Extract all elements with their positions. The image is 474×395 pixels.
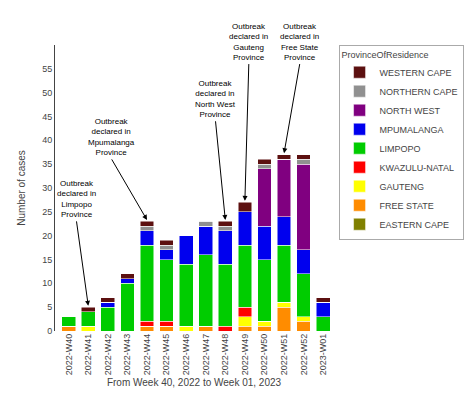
svg-text:2022-W44: 2022-W44 — [142, 334, 152, 376]
svg-text:50: 50 — [42, 88, 52, 98]
svg-text:2022-W52: 2022-W52 — [299, 334, 309, 376]
svg-text:Number of cases: Number of cases — [16, 150, 27, 226]
svg-text:25: 25 — [42, 207, 52, 217]
svg-text:Outbreakdeclared inFree StateP: Outbreakdeclared inFree StateProvince — [280, 22, 319, 62]
svg-text:From Week 40, 2022 to Week 01,: From Week 40, 2022 to Week 01, 2023 — [107, 377, 282, 388]
svg-text:45: 45 — [42, 112, 52, 122]
svg-text:WESTERN CAPE: WESTERN CAPE — [380, 68, 452, 78]
svg-text:ProvinceOfResidence: ProvinceOfResidence — [342, 50, 429, 60]
svg-text:35: 35 — [42, 159, 52, 169]
svg-text:55: 55 — [42, 64, 52, 74]
svg-text:Outbreakdeclared inGautengProv: Outbreakdeclared inGautengProvince — [229, 22, 268, 62]
svg-text:2022-W45: 2022-W45 — [161, 334, 171, 376]
svg-text:5: 5 — [47, 302, 52, 312]
svg-text:2022-W40: 2022-W40 — [64, 334, 74, 376]
svg-text:MPUMALANGA: MPUMALANGA — [380, 125, 444, 135]
svg-text:30: 30 — [42, 183, 52, 193]
svg-text:2022-W43: 2022-W43 — [122, 334, 132, 376]
svg-text:15: 15 — [42, 255, 52, 265]
svg-text:EASTERN CAPE: EASTERN CAPE — [380, 220, 450, 230]
svg-text:NORTH WEST: NORTH WEST — [380, 106, 441, 116]
svg-text:2022-W41: 2022-W41 — [83, 334, 93, 376]
svg-text:GAUTENG: GAUTENG — [380, 182, 425, 192]
svg-text:2022-W47: 2022-W47 — [201, 334, 211, 376]
svg-text:0: 0 — [47, 326, 52, 336]
svg-text:2022-W51: 2022-W51 — [279, 334, 289, 376]
svg-text:2022-W48: 2022-W48 — [220, 334, 230, 376]
svg-text:KWAZULU-NATAL: KWAZULU-NATAL — [380, 163, 454, 173]
svg-text:NORTHERN CAPE: NORTHERN CAPE — [380, 87, 458, 97]
svg-text:2022-W46: 2022-W46 — [181, 334, 191, 376]
svg-text:40: 40 — [42, 135, 52, 145]
svg-text:Outbreakdeclared inNorth WestP: Outbreakdeclared inNorth WestProvince — [195, 79, 236, 119]
svg-text:2023-W01: 2023-W01 — [318, 334, 328, 376]
svg-text:2022-W50: 2022-W50 — [259, 334, 269, 376]
svg-text:10: 10 — [42, 278, 52, 288]
svg-text:FREE STATE: FREE STATE — [380, 201, 434, 211]
svg-text:2022-W42: 2022-W42 — [103, 334, 113, 376]
svg-text:2022-W49: 2022-W49 — [240, 334, 250, 376]
svg-text:20: 20 — [42, 231, 52, 241]
svg-text:Outbreakdeclared inMpumalangaP: Outbreakdeclared inMpumalangaProvince — [88, 117, 135, 157]
svg-text:Outbreakdeclared inLimpopoProv: Outbreakdeclared inLimpopoProvince — [57, 179, 96, 219]
svg-text:LIMPOPO: LIMPOPO — [380, 144, 421, 154]
